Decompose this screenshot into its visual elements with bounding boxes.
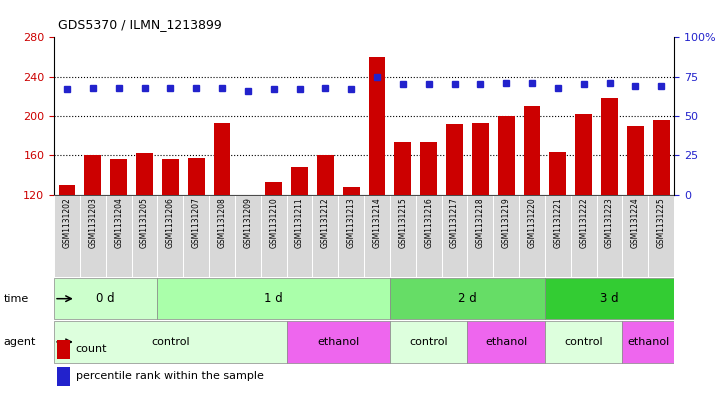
Bar bbox=[416, 195, 441, 277]
Bar bbox=[286, 321, 390, 363]
Text: GSM1131208: GSM1131208 bbox=[218, 197, 226, 248]
Bar bbox=[549, 152, 566, 195]
Text: GSM1131213: GSM1131213 bbox=[347, 197, 355, 248]
Bar bbox=[441, 195, 467, 277]
Bar bbox=[622, 321, 674, 363]
Bar bbox=[420, 142, 437, 195]
Bar bbox=[545, 321, 622, 363]
Bar bbox=[312, 195, 338, 277]
Bar bbox=[519, 195, 545, 277]
Text: control: control bbox=[151, 337, 190, 347]
Bar bbox=[57, 340, 69, 359]
Text: count: count bbox=[76, 344, 107, 354]
Bar bbox=[472, 123, 489, 195]
Bar bbox=[446, 124, 463, 195]
Bar bbox=[390, 195, 416, 277]
Bar bbox=[80, 195, 106, 277]
Bar bbox=[390, 278, 545, 320]
Text: GSM1131205: GSM1131205 bbox=[140, 197, 149, 248]
Bar bbox=[110, 159, 127, 195]
Text: 2 d: 2 d bbox=[458, 292, 477, 305]
Bar bbox=[653, 120, 670, 195]
Bar bbox=[545, 195, 571, 277]
Text: ethanol: ethanol bbox=[317, 337, 359, 347]
Bar bbox=[57, 367, 69, 386]
Bar bbox=[523, 106, 541, 195]
Bar bbox=[342, 187, 360, 195]
Bar bbox=[157, 278, 390, 320]
Text: GSM1131211: GSM1131211 bbox=[295, 197, 304, 248]
Text: GSM1131214: GSM1131214 bbox=[373, 197, 381, 248]
Text: control: control bbox=[410, 337, 448, 347]
Text: GSM1131224: GSM1131224 bbox=[631, 197, 640, 248]
Text: GSM1131207: GSM1131207 bbox=[192, 197, 200, 248]
Text: GSM1131221: GSM1131221 bbox=[554, 197, 562, 248]
Bar bbox=[622, 195, 648, 277]
Bar bbox=[627, 126, 644, 195]
Bar bbox=[467, 321, 545, 363]
Bar bbox=[291, 167, 308, 195]
Bar bbox=[545, 278, 674, 320]
Text: GSM1131220: GSM1131220 bbox=[528, 197, 536, 248]
Bar bbox=[54, 278, 157, 320]
Bar bbox=[338, 195, 364, 277]
Text: GDS5370 / ILMN_1213899: GDS5370 / ILMN_1213899 bbox=[58, 18, 221, 31]
Bar bbox=[364, 195, 390, 277]
Bar bbox=[84, 155, 101, 195]
Bar bbox=[54, 195, 80, 277]
Text: GSM1131225: GSM1131225 bbox=[657, 197, 665, 248]
Text: GSM1131204: GSM1131204 bbox=[114, 197, 123, 248]
Text: 3 d: 3 d bbox=[601, 292, 619, 305]
Text: GSM1131218: GSM1131218 bbox=[476, 197, 485, 248]
Bar bbox=[497, 116, 515, 195]
Text: GSM1131215: GSM1131215 bbox=[399, 197, 407, 248]
Text: 1 d: 1 d bbox=[265, 292, 283, 305]
Bar bbox=[235, 195, 261, 277]
Text: percentile rank within the sample: percentile rank within the sample bbox=[76, 371, 264, 382]
Bar bbox=[187, 158, 205, 195]
Text: GSM1131219: GSM1131219 bbox=[502, 197, 510, 248]
Bar bbox=[571, 195, 596, 277]
Bar bbox=[390, 321, 467, 363]
Text: agent: agent bbox=[4, 337, 36, 347]
Text: time: time bbox=[4, 294, 29, 304]
Bar bbox=[54, 321, 286, 363]
Bar bbox=[394, 142, 411, 195]
Bar bbox=[286, 195, 312, 277]
Text: GSM1131203: GSM1131203 bbox=[89, 197, 97, 248]
Bar bbox=[183, 195, 209, 277]
Text: GSM1131212: GSM1131212 bbox=[321, 197, 329, 248]
Bar bbox=[106, 195, 131, 277]
Bar bbox=[467, 195, 493, 277]
Bar bbox=[209, 195, 235, 277]
Text: GSM1131217: GSM1131217 bbox=[450, 197, 459, 248]
Text: control: control bbox=[565, 337, 603, 347]
Bar bbox=[157, 195, 183, 277]
Text: ethanol: ethanol bbox=[627, 337, 669, 347]
Bar bbox=[493, 195, 519, 277]
Text: GSM1131206: GSM1131206 bbox=[166, 197, 174, 248]
Bar bbox=[648, 195, 674, 277]
Bar bbox=[368, 57, 386, 195]
Bar bbox=[261, 195, 286, 277]
Text: GSM1131223: GSM1131223 bbox=[605, 197, 614, 248]
Bar bbox=[213, 123, 231, 195]
Bar bbox=[575, 114, 592, 195]
Bar bbox=[317, 155, 334, 195]
Text: GSM1131209: GSM1131209 bbox=[244, 197, 252, 248]
Bar bbox=[58, 185, 76, 195]
Text: 0 d: 0 d bbox=[97, 292, 115, 305]
Text: ethanol: ethanol bbox=[485, 337, 527, 347]
Bar bbox=[162, 159, 179, 195]
Text: GSM1131216: GSM1131216 bbox=[424, 197, 433, 248]
Bar bbox=[265, 182, 282, 195]
Text: GSM1131210: GSM1131210 bbox=[269, 197, 278, 248]
Text: GSM1131222: GSM1131222 bbox=[579, 197, 588, 248]
Bar bbox=[596, 195, 622, 277]
Text: GSM1131202: GSM1131202 bbox=[63, 197, 71, 248]
Bar bbox=[136, 153, 153, 195]
Bar bbox=[601, 98, 618, 195]
Bar bbox=[131, 195, 157, 277]
